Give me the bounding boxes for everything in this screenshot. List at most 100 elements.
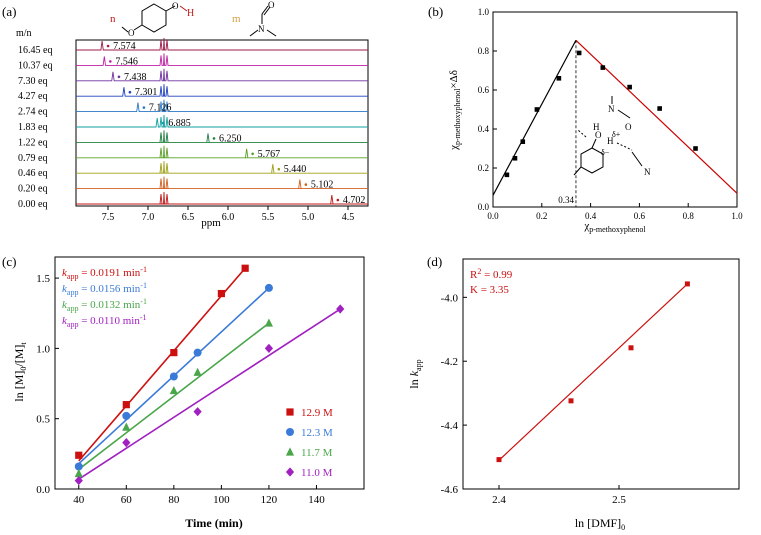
data-point	[556, 76, 562, 81]
rate-label: kapp = 0.0156 min-1	[62, 281, 147, 297]
x-tick-label: 80	[168, 494, 180, 506]
series-label: 1.83 eq	[18, 122, 47, 133]
panel-b-x-axis-title: χp-methoxyphenol	[583, 220, 646, 234]
data-point	[568, 398, 574, 404]
panel-c-frame	[54, 256, 365, 490]
rate-label: kapp = 0.0191 min-1	[62, 265, 147, 281]
x-tick-label: 40	[73, 494, 85, 506]
panel-d-points	[496, 281, 690, 463]
y-tick-label: -4.6	[441, 484, 459, 496]
series-label: 0.20 eq	[18, 184, 47, 195]
peak-marker	[106, 44, 110, 48]
panel-b-y-axis-title: χp-methoxyphenol×Δδ	[448, 70, 462, 151]
panel-d-k-label: K = 3.35	[470, 284, 509, 296]
panel-c-ticks: 40 60 80 100 120 140 0.0 0.5 1.0 1.5	[36, 273, 325, 506]
hydroxyl-h-label: H	[187, 8, 194, 19]
peak-label: 5.767	[258, 149, 281, 160]
x-tick-label: 120	[261, 494, 278, 506]
dmf-oxygen-label: O	[268, 0, 275, 10]
peak-marker	[336, 198, 340, 202]
y-tick-label: 0.2	[478, 163, 489, 173]
legend-marker	[285, 447, 295, 456]
data-point	[264, 283, 273, 292]
y-tick-label: 0.0	[478, 202, 490, 212]
panel-c: (c) 40 60 80 100 120 140 0.0 0.5 1.0 1.5 kapp = 0…	[2, 254, 365, 530]
peak-marker	[277, 167, 281, 171]
data-point	[496, 457, 502, 463]
x-tick-label: 0.2	[536, 211, 547, 221]
y-tick-label: 0.0	[36, 484, 50, 496]
spectrum-line	[76, 68, 368, 82]
data-point	[657, 106, 662, 111]
panel-d-label: (d)	[427, 254, 442, 269]
rate-label: kapp = 0.0110 min-1	[62, 313, 147, 329]
data-point	[217, 289, 225, 298]
peak-label: 5.102	[311, 180, 334, 191]
panel-b: (b) 0.0 0.2 0.4 0.6 0.8 1.0 0.0 0.2 0.4 0.6 0.8 1.0…	[428, 4, 743, 234]
data-point	[122, 411, 131, 420]
methoxy-oxygen-label: O	[128, 28, 135, 38]
series-label: 0.79 eq	[18, 153, 47, 164]
y-tick-label: -4.2	[441, 356, 458, 368]
peak-label: 4.702	[343, 195, 366, 206]
data-point	[169, 385, 178, 395]
p-methoxyphenol-structure-icon: O H O n	[110, 1, 194, 38]
series-label: 0.00 eq	[18, 199, 47, 210]
spectrum-line	[76, 99, 368, 113]
panel-b-ticks: 0.0 0.2 0.4 0.6 0.8 1.0 0.0 0.2 0.4 0.6 0.8 1.0	[478, 7, 743, 221]
data-point	[336, 304, 345, 314]
data-point	[122, 422, 131, 431]
x-tick-label: 0.4	[585, 211, 597, 221]
legend-label: 12.9 M	[301, 407, 333, 419]
spectrum-line	[76, 161, 368, 174]
peak-label: 7.126	[149, 103, 172, 114]
data-point	[264, 318, 274, 327]
x-tick-label: 2.5	[612, 494, 626, 506]
data-point	[193, 348, 202, 357]
peak-label: 7.546	[115, 56, 138, 67]
data-point	[74, 475, 83, 486]
panel-a-series-labels: 16.45 eq 7.574 10.37 eq 7.546 7.30 eq 7.438 4.…	[18, 41, 365, 210]
panel-a-series-header: m/n	[16, 28, 32, 39]
data-point	[122, 401, 130, 409]
series-label: 7.30 eq	[18, 76, 47, 87]
fit-line	[78, 267, 246, 462]
fit-line	[498, 283, 688, 461]
legend-marker	[285, 467, 295, 477]
panel-c-legend: 12.9 M 12.3 M 11.7 M 11.0 M	[285, 407, 333, 479]
spectrum-line	[76, 191, 368, 205]
panel-d-r2-label: R2 = 0.99	[470, 267, 513, 281]
x-tick-label: 6.5	[182, 212, 195, 223]
data-point	[504, 172, 510, 178]
spectrum-line	[76, 145, 368, 159]
data-point	[74, 462, 83, 471]
panel-d-x-axis-title: ln [DMF]0	[575, 516, 625, 532]
peak-label: 7.574	[113, 41, 136, 52]
spectrum-line	[76, 53, 368, 66]
inset-hydrogen-label-2: H	[593, 122, 600, 132]
x-tick-label: 1.0	[731, 211, 743, 221]
x-tick-label: 100	[213, 494, 230, 506]
data-point	[534, 107, 540, 112]
x-tick-label: 7.5	[102, 212, 115, 223]
y-tick-label: 0.6	[478, 85, 490, 95]
inset-n-label-2: N	[608, 104, 615, 114]
x-tick-label: 6.0	[222, 212, 235, 223]
peak-label: 6.250	[219, 133, 242, 144]
dmf-structure-icon: m O N	[232, 0, 277, 37]
inset-delta-plus-label: δ+	[612, 130, 621, 139]
panel-c-points	[74, 264, 345, 486]
panel-d-y-axis-title: ln kapp	[407, 359, 423, 388]
x-tick-label: 7.0	[142, 212, 155, 223]
panel-d-frame	[462, 258, 740, 490]
data-point	[264, 343, 274, 353]
spectrum-line	[76, 84, 368, 97]
panel-d: (d) 2.4 2.5 -4.0 -4.2 -4.4 -4.6 R2 = 0.99 K =…	[407, 254, 740, 532]
panel-a-x-axis-title: ppm	[201, 217, 221, 229]
panel-a-x-ticks: 7.5 7.0 6.5 6.0 5.5 5.0 4.5	[102, 206, 354, 223]
peak-marker	[142, 106, 146, 109]
data-point	[627, 84, 632, 90]
data-point	[512, 155, 518, 161]
peak-label: 7.438	[124, 72, 146, 83]
